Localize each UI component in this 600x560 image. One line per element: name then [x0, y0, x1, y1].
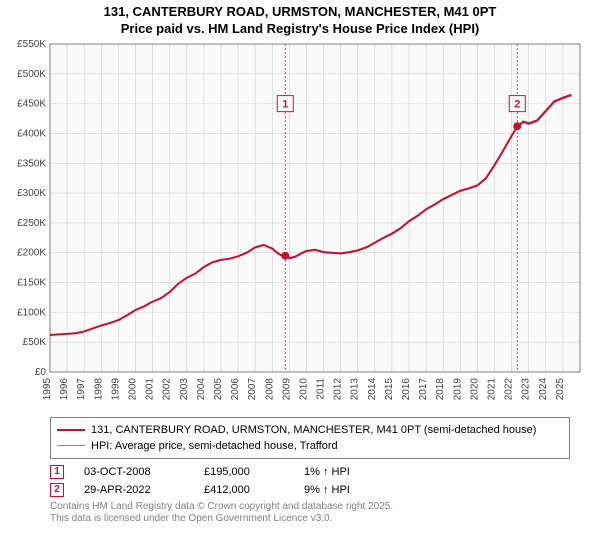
svg-text:£400K: £400K: [17, 128, 46, 139]
svg-text:2019: 2019: [452, 377, 463, 400]
svg-text:2023: 2023: [521, 377, 532, 400]
legend-label: 131, CANTERBURY ROAD, URMSTON, MANCHESTE…: [91, 424, 536, 436]
svg-text:1999: 1999: [110, 377, 121, 400]
svg-text:2025: 2025: [555, 377, 566, 400]
svg-text:2011: 2011: [316, 377, 327, 399]
svg-text:2000: 2000: [127, 377, 138, 400]
svg-text:2002: 2002: [162, 377, 173, 400]
sale-hpi: 9% ↑ HPI: [304, 484, 384, 496]
svg-text:£100K: £100K: [17, 307, 46, 318]
svg-text:2005: 2005: [213, 377, 224, 400]
svg-text:2017: 2017: [418, 377, 429, 400]
legend-box: 131, CANTERBURY ROAD, URMSTON, MANCHESTE…: [50, 417, 570, 459]
svg-text:2010: 2010: [298, 377, 309, 400]
svg-text:2007: 2007: [247, 377, 258, 400]
sale-marker: 1: [50, 465, 64, 479]
line-chart-svg: £0 £50K £100K £150K £200K £250K £300K £350K £400…: [0, 36, 600, 406]
chart-title-line2: Price paid vs. HM Land Registry's House …: [0, 21, 600, 36]
sale-row: 2 29-APR-2022 £412,000 9% ↑ HPI: [50, 481, 570, 499]
svg-text:2018: 2018: [435, 377, 446, 400]
svg-text:£450K: £450K: [17, 99, 46, 110]
svg-text:£550K: £550K: [17, 39, 46, 50]
svg-text:2: 2: [514, 99, 520, 111]
svg-text:1997: 1997: [76, 377, 87, 400]
svg-text:1995: 1995: [42, 377, 53, 400]
sales-table: 1 03-OCT-2008 £195,000 1% ↑ HPI 2 29-APR-2022…: [50, 463, 570, 499]
svg-text:2003: 2003: [179, 377, 190, 400]
svg-text:£300K: £300K: [17, 188, 46, 199]
svg-text:1: 1: [282, 99, 288, 111]
license-line1: Contains HM Land Registry data © Crown c…: [50, 501, 570, 513]
sale-row: 1 03-OCT-2008 £195,000 1% ↑ HPI: [50, 463, 570, 481]
legend-row: 131, CANTERBURY ROAD, URMSTON, MANCHESTE…: [57, 422, 563, 438]
svg-text:2024: 2024: [538, 377, 549, 400]
svg-text:2021: 2021: [487, 377, 498, 400]
svg-text:2016: 2016: [401, 377, 412, 400]
svg-text:2009: 2009: [281, 377, 292, 400]
license-text: Contains HM Land Registry data © Crown c…: [50, 501, 570, 525]
svg-text:2013: 2013: [350, 377, 361, 400]
legend-swatch: [57, 429, 85, 431]
svg-text:2004: 2004: [196, 377, 207, 400]
svg-text:£350K: £350K: [17, 158, 46, 169]
svg-text:1998: 1998: [93, 377, 104, 400]
chart-title-line1: 131, CANTERBURY ROAD, URMSTON, MANCHESTE…: [0, 0, 600, 21]
sale-price: £195,000: [204, 466, 284, 478]
svg-text:2020: 2020: [469, 377, 480, 400]
sale-price: £412,000: [204, 484, 284, 496]
legend-row: HPI: Average price, semi-detached house,…: [57, 438, 563, 454]
svg-text:£200K: £200K: [17, 248, 46, 259]
svg-text:£250K: £250K: [17, 218, 46, 229]
svg-text:£500K: £500K: [17, 69, 46, 80]
svg-text:2001: 2001: [145, 377, 156, 400]
svg-text:2022: 2022: [504, 377, 515, 400]
sale-marker: 2: [50, 483, 64, 497]
legend-swatch: [57, 445, 85, 446]
svg-text:1996: 1996: [59, 377, 70, 400]
svg-text:£50K: £50K: [23, 337, 47, 348]
svg-text:2015: 2015: [384, 377, 395, 400]
sale-date: 29-APR-2022: [84, 484, 184, 496]
svg-text:£150K: £150K: [17, 277, 46, 288]
sale-hpi: 1% ↑ HPI: [304, 466, 384, 478]
legend-label: HPI: Average price, semi-detached house,…: [91, 440, 338, 452]
sale-date: 03-OCT-2008: [84, 466, 184, 478]
svg-text:£0: £0: [35, 367, 47, 378]
svg-text:2012: 2012: [333, 377, 344, 400]
chart-area: £0 £50K £100K £150K £200K £250K £300K £350K £400…: [0, 36, 600, 411]
svg-text:2014: 2014: [367, 377, 378, 400]
chart-container: 131, CANTERBURY ROAD, URMSTON, MANCHESTE…: [0, 0, 600, 560]
license-line2: This data is licensed under the Open Gov…: [50, 513, 570, 525]
svg-text:2008: 2008: [264, 377, 275, 400]
svg-text:2006: 2006: [230, 377, 241, 400]
